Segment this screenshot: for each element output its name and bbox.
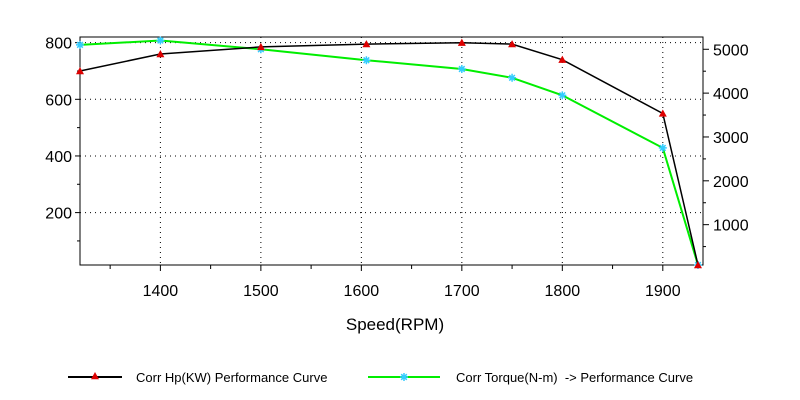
legend-marker <box>91 372 99 380</box>
torque-data-point <box>658 143 667 152</box>
legend-label: Corr Hp(KW) Performance Curve <box>136 370 327 385</box>
grid-lines <box>80 37 703 265</box>
y2-tick-label: 4000 <box>713 86 749 103</box>
y-tick-label: 400 <box>45 149 72 166</box>
torque-data-point <box>362 56 371 65</box>
y2-tick-label: 5000 <box>713 42 749 59</box>
y-axis-right: 1000 2000 3000 4000 5000 <box>703 42 749 248</box>
y2-tick-label: 1000 <box>713 218 749 235</box>
x-tick-label: 1600 <box>344 283 380 300</box>
hp-data-point <box>457 38 466 46</box>
x-axis: 1400 1500 1600 1700 1800 1900 <box>109 265 681 300</box>
series-group <box>76 36 702 269</box>
hp-data-point <box>693 261 702 269</box>
torque-data-point <box>156 36 165 45</box>
x-tick-label: 1500 <box>243 283 279 300</box>
x-axis-title: Speed(RPM) <box>346 315 444 334</box>
torque-data-point <box>76 40 84 49</box>
legend-item[interactable]: Corr Hp(KW) Performance Curve <box>68 370 327 385</box>
y-tick-label: 800 <box>45 36 72 53</box>
series-torque <box>76 36 702 269</box>
hp-data-point <box>558 55 567 63</box>
y-tick-label: 200 <box>45 206 72 223</box>
torque-data-point <box>457 65 466 74</box>
torque-line <box>79 39 699 266</box>
y-axis-left: 200 400 600 800 <box>45 36 80 242</box>
hp-data-point <box>658 109 667 117</box>
x-tick-label: 1800 <box>545 283 581 300</box>
hp-data-point <box>508 40 517 48</box>
hp-line <box>79 41 699 266</box>
x-tick-label: 1400 <box>143 283 179 300</box>
y2-tick-label: 3000 <box>713 130 749 147</box>
plot-frame <box>79 36 704 266</box>
torque-data-point <box>558 91 567 100</box>
x-tick-label: 1900 <box>645 283 681 300</box>
series-hp <box>76 38 702 269</box>
legend-marker <box>400 373 408 381</box>
legend[interactable]: Corr Hp(KW) Performance Curve Corr Torque… <box>68 370 693 385</box>
hp-data-point <box>76 66 84 75</box>
y-tick-label: 600 <box>45 92 72 109</box>
torque-data-point <box>508 73 517 82</box>
hp-data-point <box>256 42 265 51</box>
hp-data-point <box>156 49 165 58</box>
y2-tick-label: 2000 <box>713 174 749 191</box>
hp-data-point <box>362 40 371 48</box>
legend-item[interactable]: Corr Torque(N-m) -> Performance Curve <box>368 370 693 385</box>
legend-label: Corr Torque(N-m) -> Performance Curve <box>456 370 693 385</box>
x-tick-label: 1700 <box>444 283 480 300</box>
